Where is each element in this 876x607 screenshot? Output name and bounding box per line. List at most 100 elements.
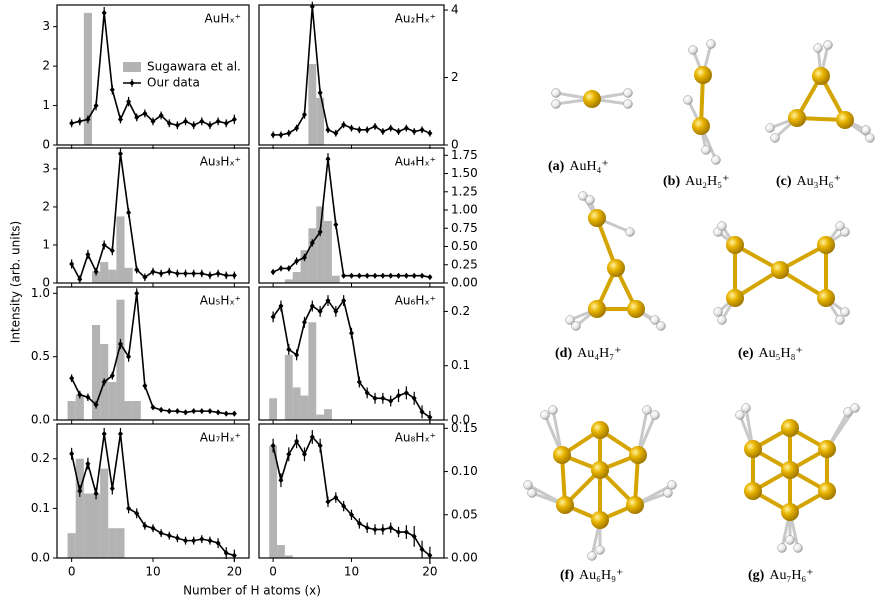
panel-title: Au₆Hₓ⁺: [395, 294, 436, 308]
hist-bar: [125, 268, 133, 283]
gold-atom: [591, 461, 609, 479]
hydrogen-atom: [778, 544, 787, 553]
gold-atom: [694, 66, 712, 84]
hist-bar: [100, 469, 108, 558]
hydrogen-atom: [541, 411, 550, 420]
marker: [357, 273, 362, 279]
structures: (a)AuH₄⁺(b)Au₂H₅⁺(c)Au₃H₆⁺(d)Au₄H₇⁺(e)Au…: [524, 40, 875, 584]
caption-formula: Au₃H₆⁺: [797, 174, 841, 189]
hydrogen-atom: [736, 411, 745, 420]
data-line: [273, 7, 430, 135]
y-tick-label: 0.05: [451, 507, 478, 521]
y-tick-label: 0.75: [451, 221, 478, 235]
marker: [412, 129, 417, 135]
structure-caption: (c) Au₃H₆⁺: [776, 174, 841, 189]
hydrogen-atom: [588, 552, 597, 561]
structure: (e) Au₅H₈⁺: [714, 222, 850, 362]
marker: [388, 273, 393, 279]
marker: [333, 222, 338, 228]
marker: [404, 529, 409, 535]
hist-bar: [277, 545, 285, 558]
y-tick-label: 0.50: [451, 239, 478, 253]
hydrogen-atom: [626, 228, 635, 237]
marker: [159, 530, 164, 536]
hydrogen-atom: [712, 156, 721, 165]
caption-formula: Au₆H₉⁺: [579, 568, 623, 583]
marker: [396, 129, 401, 135]
hist-bar: [76, 459, 84, 558]
gold-atom: [771, 261, 789, 279]
gold-atom: [607, 259, 625, 277]
hydrogen-atom: [643, 406, 652, 415]
hydrogen-atom: [836, 222, 845, 231]
structure: (a) AuH₄⁺: [548, 89, 633, 175]
legend-swatch: [130, 80, 135, 86]
structure-caption: (a) AuH₄⁺: [548, 159, 609, 174]
structure: (d)Au₄H₇⁺: [555, 192, 666, 362]
caption-letter: (f): [560, 568, 574, 583]
gold-atom: [591, 421, 609, 439]
y-tick-label: 1: [42, 98, 50, 112]
caption-letter: (a): [548, 159, 565, 174]
hist-bar: [324, 221, 332, 283]
gold-atom: [629, 446, 647, 464]
marker: [167, 269, 172, 275]
caption-formula: Au₂H₅⁺: [685, 174, 729, 189]
marker: [349, 330, 354, 336]
gold-atom: [744, 482, 762, 500]
hist-bar: [316, 206, 324, 283]
marker: [159, 270, 164, 276]
caption-letter: (c): [776, 174, 792, 189]
x-tick-label: 10: [145, 565, 160, 579]
structure: (c) Au₃H₆⁺: [766, 41, 875, 190]
hist-bar: [116, 216, 124, 283]
marker: [404, 125, 409, 131]
hydrogen-atom: [862, 126, 871, 135]
marker: [207, 538, 212, 544]
caption-formula: AuH₄⁺: [569, 159, 609, 174]
marker: [365, 273, 370, 279]
marker: [183, 118, 188, 124]
panel-title: AuHₓ⁺: [205, 12, 242, 26]
panel: 0123Au₃Hₓ⁺: [42, 148, 249, 290]
hist-bar: [84, 493, 92, 558]
marker: [142, 383, 147, 389]
hist-bar: [308, 64, 316, 145]
hist-bar: [308, 228, 316, 283]
gold-atom: [781, 461, 799, 479]
y-tick-label: 0.5: [31, 349, 50, 363]
gold-atom: [744, 440, 762, 458]
hydrogen-atom: [624, 100, 633, 109]
y-tick-label: 0.00: [451, 276, 478, 290]
marker: [278, 265, 283, 271]
gold-atom: [583, 90, 601, 108]
hist-bar: [293, 272, 301, 283]
marker: [69, 451, 74, 457]
legend-label: Sugawara et al.: [147, 60, 241, 74]
panel: 0.000.050.100.1501020Au₈Hₓ⁺: [259, 421, 478, 579]
marker: [102, 431, 107, 437]
hydrogen-atom: [851, 404, 860, 413]
hist-bar: [116, 528, 124, 558]
marker: [388, 125, 393, 131]
panel: 0.00.10.201020Au₇Hₓ⁺: [31, 424, 249, 579]
gold-atom: [588, 209, 606, 227]
marker: [126, 210, 131, 216]
hist-bar: [68, 401, 76, 420]
hydrogen-atom: [702, 146, 711, 155]
y-tick-label: 1.75: [451, 148, 478, 162]
hydrogen-atom: [552, 100, 561, 109]
hydrogen-atom: [552, 89, 561, 98]
caption-letter: (e): [738, 346, 754, 361]
hydrogen-atom: [668, 481, 677, 490]
x-axis-label: Number of H atoms (x): [183, 584, 321, 598]
hist-bar: [84, 13, 92, 145]
hist-bar: [269, 398, 277, 420]
marker: [388, 525, 393, 531]
marker: [349, 273, 354, 279]
hydrogen-atom: [528, 489, 537, 498]
hydrogen-atom: [714, 308, 723, 317]
caption-formula: Au₅H₈⁺: [759, 346, 803, 361]
hydrogen-atom: [841, 308, 850, 317]
